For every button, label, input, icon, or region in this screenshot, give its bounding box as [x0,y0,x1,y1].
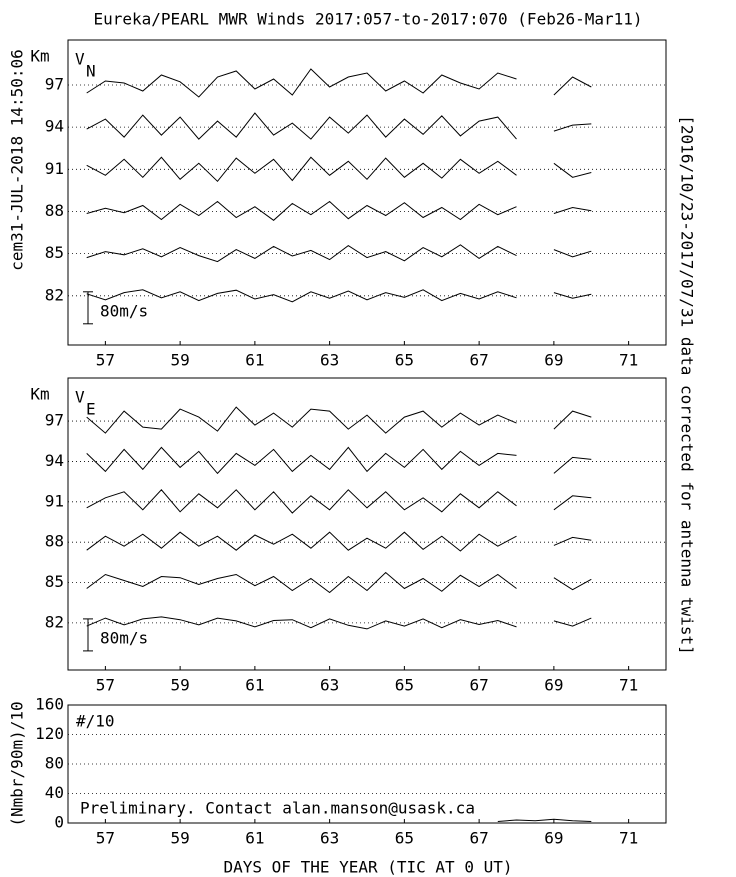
x-tick-label: 67 [469,351,488,370]
component-symbol: V [75,50,85,69]
x-tick-label: 69 [544,351,563,370]
component-subscript: E [86,400,96,419]
y-tick-label: 0 [54,813,64,832]
x-tick-label: 61 [245,829,264,848]
timestamp: cem31-JUL-2018 14:50:06 [8,49,27,271]
side-note: [2016/10/23-2017/07/31 data corrected fo… [678,115,697,654]
y-tick-label: 88 [45,532,64,551]
wind-trace [86,616,592,630]
wind-trace [86,571,592,594]
x-tick-label: 71 [619,351,638,370]
wind-trace [86,446,592,475]
wind-trace [86,156,592,183]
y-tick-label: 80 [45,754,64,773]
x-tick-label: 63 [320,351,339,370]
x-tick-label: 59 [170,351,189,370]
wind-trace [86,531,592,552]
panel-frame [67,377,667,671]
wind-trace [86,489,592,514]
wind-trace [86,244,592,263]
y-tick-label: 82 [45,285,64,304]
x-tick-label: 67 [469,676,488,695]
x-tick-label: 71 [619,829,638,848]
y-tick-label: 91 [45,491,64,510]
wind-trace [86,289,592,303]
x-tick-label: 67 [469,829,488,848]
annotation: Preliminary. Contact alan.manson@usask.c… [80,799,475,818]
scale-bar-label: 80m/s [100,628,148,647]
y-axis-label: Km [30,47,49,66]
component-symbol: V [75,388,85,407]
x-tick-label: 59 [170,829,189,848]
y-axis-label: Km [30,385,49,404]
y-tick-label: 94 [45,117,64,136]
count-trace [497,818,592,822]
y-tick-label: 120 [35,724,64,743]
y-tick-label: 85 [45,243,64,262]
y-tick-label: 97 [45,74,64,93]
x-tick-label: 57 [96,676,115,695]
y-axis-label: (Nmbr/90m)/10 [8,701,27,826]
x-tick-label: 65 [395,676,414,695]
y-tick-label: 91 [45,159,64,178]
wind-trace [86,406,592,434]
x-tick-label: 61 [245,676,264,695]
y-tick-label: 94 [45,451,64,470]
x-tick-label: 61 [245,351,264,370]
figure-title: Eureka/PEARL MWR Winds 2017:057-to-2017:… [93,10,642,29]
count-symbol: #/10 [76,712,115,731]
y-tick-label: 97 [45,411,64,430]
x-tick-label: 63 [320,676,339,695]
x-axis-label: DAYS OF THE YEAR (TIC AT 0 UT) [224,858,513,877]
x-tick-label: 65 [395,829,414,848]
y-tick-label: 85 [45,572,64,591]
x-tick-label: 63 [320,829,339,848]
y-tick-label: 88 [45,201,64,220]
x-tick-label: 69 [544,676,563,695]
x-tick-label: 57 [96,829,115,848]
x-tick-label: 69 [544,829,563,848]
wind-trace [86,112,592,140]
x-tick-label: 59 [170,676,189,695]
x-tick-label: 71 [619,676,638,695]
x-tick-label: 57 [96,351,115,370]
wind-trace [86,68,592,98]
panel-frame [67,39,667,346]
y-tick-label: 40 [45,783,64,802]
y-tick-label: 82 [45,612,64,631]
component-subscript: N [86,62,96,81]
x-tick-label: 65 [395,351,414,370]
wind-trace [86,200,592,221]
scale-bar-label: 80m/s [100,301,148,320]
y-tick-label: 160 [35,695,64,714]
